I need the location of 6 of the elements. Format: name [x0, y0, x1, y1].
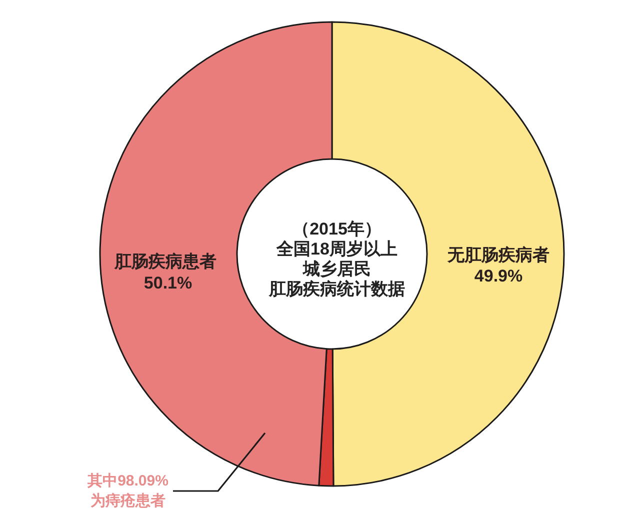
- slice-label: 肛肠疾病患者: [114, 252, 217, 271]
- text: 其中98.09%为痔疮患者: [86, 472, 168, 510]
- slice-label: 无肛肠疾病者: [446, 245, 550, 264]
- text: （2015年）全国18周岁以上城乡居民肛肠疾病统计数据: [268, 220, 405, 298]
- text: 50.1%: [144, 274, 192, 292]
- data-label: 49.9%: [474, 266, 523, 286]
